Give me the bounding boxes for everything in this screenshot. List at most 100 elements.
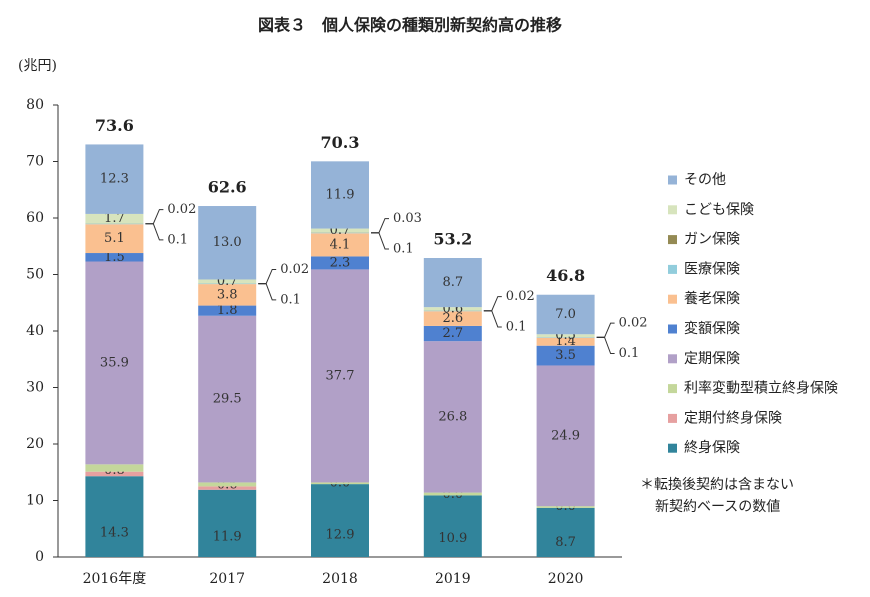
value-label: 10.9	[438, 531, 467, 546]
bar-segment	[198, 305, 257, 316]
callout-label: 0.1	[280, 292, 301, 307]
value-label: 7.0	[555, 307, 576, 322]
bar-segment	[198, 284, 257, 306]
x-tick-label: 2016年度	[83, 571, 147, 587]
value-label: 12.3	[100, 172, 129, 187]
legend-swatch	[668, 235, 677, 245]
value-label: 29.5	[213, 392, 242, 407]
x-tick-label: 2019	[435, 571, 471, 587]
bar-segment	[536, 294, 595, 335]
bar-segment	[536, 334, 595, 338]
y-tick-label: 30	[26, 380, 44, 396]
total-label: 70.3	[321, 133, 360, 152]
legend-swatch	[668, 205, 677, 215]
bar-segment	[423, 495, 482, 557]
legend-label: 利率変動型積立終身保険	[684, 380, 838, 397]
value-label: 1.7	[104, 211, 125, 226]
bar-segment	[198, 279, 257, 284]
bar-segment	[423, 341, 482, 493]
leader-line	[596, 322, 615, 338]
legend-swatch	[668, 324, 677, 334]
leader-line	[483, 296, 502, 312]
legend-swatch	[668, 413, 677, 423]
bar-segment	[85, 144, 144, 214]
value-label: 37.7	[326, 368, 355, 383]
leader-line	[371, 232, 389, 250]
y-tick-label: 10	[26, 493, 44, 509]
bar-segment	[536, 507, 595, 557]
leader-line	[145, 209, 164, 225]
bar-segment	[85, 223, 144, 225]
callout-label: 0.1	[506, 319, 527, 334]
x-tick-label: 2018	[322, 571, 358, 587]
value-label: 3.5	[555, 348, 576, 363]
legend-label: 定期付終身保険	[684, 410, 782, 426]
value-label: 3.8	[217, 287, 238, 302]
callout-label: 0.02	[506, 289, 535, 304]
bar-segment	[536, 345, 595, 366]
value-label: 1.5	[104, 250, 125, 265]
bar-segment	[85, 213, 144, 224]
leader-line	[145, 223, 164, 241]
leader-line	[371, 218, 389, 234]
bar-segment	[311, 228, 369, 233]
callout-label: 0.02	[280, 262, 309, 277]
bar-segment	[423, 307, 482, 311]
bar-segment	[536, 506, 595, 508]
value-label: 12.9	[326, 528, 355, 543]
bar-segment	[85, 476, 144, 557]
value-label: 2.3	[330, 255, 351, 270]
legend-swatch	[668, 354, 677, 364]
bar-segment	[198, 486, 257, 490]
callout-label: 0.03	[393, 211, 422, 226]
callout-label: 0.02	[167, 202, 196, 217]
note: ＊転換後契約は含まない	[640, 477, 794, 493]
value-label: 1.4	[555, 334, 576, 349]
y-unit: (兆円)	[18, 58, 57, 74]
bar-segment	[536, 337, 595, 338]
bar-segment	[311, 232, 369, 234]
y-tick-label: 50	[26, 267, 44, 283]
value-label: 2.7	[442, 326, 463, 341]
value-label: 8.7	[555, 535, 576, 550]
value-label: 26.8	[438, 409, 467, 424]
legend-label: 変額保険	[684, 320, 740, 337]
legend-label: こども保険	[684, 202, 754, 218]
legend-swatch	[668, 294, 677, 304]
chart-title: 図表３ 個人保険の種類別新契約高の推移	[258, 16, 562, 35]
total-label: 53.2	[433, 230, 472, 249]
bar-segment	[423, 325, 482, 342]
bar-segment	[423, 258, 482, 308]
bar-segment	[311, 482, 369, 485]
callout-label: 0.1	[619, 346, 640, 361]
legend-swatch	[668, 264, 677, 274]
value-label: 11.9	[213, 529, 242, 544]
total-label: 73.6	[95, 116, 134, 135]
legend-swatch	[668, 443, 677, 453]
bar-segment	[311, 233, 369, 257]
legend-swatch	[668, 384, 677, 394]
total-label: 46.8	[546, 266, 585, 285]
x-tick-label: 2017	[209, 571, 245, 587]
value-label: 14.3	[100, 525, 129, 540]
bar-segment	[85, 471, 144, 477]
value-label: 11.9	[326, 187, 355, 202]
bar-segment	[536, 337, 595, 346]
value-label: 24.9	[551, 428, 580, 443]
bar-segment	[85, 261, 144, 465]
total-label: 62.6	[208, 178, 247, 197]
y-tick-label: 0	[35, 549, 44, 565]
bar-segment	[198, 206, 257, 280]
y-tick-label: 80	[26, 97, 44, 113]
bar-segment	[85, 464, 144, 472]
leader-line	[258, 268, 277, 284]
bar-segment	[423, 492, 482, 496]
leader-line	[258, 283, 277, 301]
bar-segment	[423, 311, 482, 326]
value-label: 8.7	[442, 275, 463, 290]
legend-label: ガン保険	[684, 232, 740, 248]
leader-line	[596, 336, 615, 354]
bar-segment	[85, 253, 144, 262]
bar-segment	[198, 283, 257, 285]
